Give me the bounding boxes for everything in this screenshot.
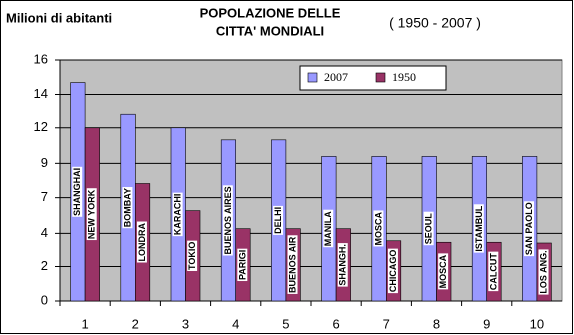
x-tick-label: 1	[81, 316, 88, 331]
chart-title: CITTA' MONDIALI	[216, 23, 324, 38]
bar-label: LONDRA	[137, 223, 147, 262]
bar-label-bg	[237, 248, 248, 282]
bar-label: KARACHI	[173, 194, 183, 236]
bar-label-bg	[373, 210, 384, 247]
bar-label: MOSCA	[438, 254, 448, 288]
x-tick-label: 8	[433, 316, 440, 331]
bar-label-bg	[122, 187, 133, 229]
bar-label-bg	[222, 185, 233, 256]
bar-label-bg	[172, 192, 183, 237]
bar-label: BUENOS AIR	[288, 236, 298, 293]
x-tick-label: 9	[483, 316, 490, 331]
x-tick-label: 3	[182, 316, 189, 331]
bar-label-bg	[488, 251, 499, 292]
legend-box	[299, 65, 447, 91]
bar-label-bg	[287, 235, 298, 294]
bar-label-bg	[524, 201, 535, 257]
legend-swatch	[375, 72, 386, 83]
bar-label-bg	[136, 221, 147, 263]
bar-label-bg	[538, 249, 549, 295]
x-tick-label: 2	[132, 316, 139, 331]
x-tick-label: 6	[332, 316, 339, 331]
bar-label: DELHI	[273, 207, 283, 234]
bar-label: ISTAMBUL	[474, 205, 484, 251]
y-tick-label: 12	[34, 119, 48, 134]
x-tick-label: 5	[282, 316, 289, 331]
y-tick-label: 16	[34, 51, 48, 66]
chart-title: POPOLAZIONE DELLE	[200, 5, 341, 20]
bar-label: MOSCA	[373, 211, 383, 245]
legend-label: 2007	[324, 70, 348, 84]
bar-label: NEW YORK	[87, 189, 97, 239]
bar-label: CALCUT	[488, 253, 498, 290]
bar-label-bg	[86, 188, 97, 241]
bar-label: PARIGI	[237, 250, 247, 280]
y-tick-label: 7	[41, 189, 48, 204]
bar-label-bg	[72, 166, 83, 217]
bar-label: SHANGH.	[338, 244, 348, 286]
x-tick-label: 7	[383, 316, 390, 331]
x-tick-label: 4	[232, 316, 239, 331]
bar-label-bg	[438, 253, 449, 290]
y-tick-label: 0	[41, 292, 48, 307]
bar-label: MANILA	[323, 211, 333, 246]
bar-label: SHANGHAI	[72, 168, 82, 216]
bar-label: LOS ANG.	[539, 250, 549, 293]
y-tick-label: 4	[41, 225, 48, 240]
bar-label-bg	[323, 209, 334, 248]
y-axis-label: Milioni di abitanti	[6, 10, 112, 25]
legend-swatch	[307, 72, 318, 83]
bar-label-bg	[187, 240, 198, 271]
chart-subtitle: ( 1950 - 2007 )	[389, 15, 481, 31]
bar-label: SEOUL	[424, 213, 434, 245]
bar-label: TOKIO	[187, 242, 197, 270]
bar-label-bg	[387, 248, 398, 294]
bar-label-bg	[473, 204, 484, 253]
y-tick-label: 14	[34, 86, 48, 101]
legend-label: 1950	[392, 70, 416, 84]
y-tick-label: 2	[41, 258, 48, 273]
bar-label-bg	[337, 243, 348, 287]
y-tick-label: 9	[41, 155, 48, 170]
x-tick-label: 10	[530, 316, 544, 331]
bar-label: CHICAGO	[388, 250, 398, 293]
bar-label-bg	[273, 205, 284, 235]
bar-label-bg	[423, 211, 434, 246]
bar-label: BUENOS AIRES	[223, 186, 233, 254]
bar-label: BOMBAY	[122, 188, 132, 227]
bar-label: SAN PAOLO	[524, 202, 534, 255]
